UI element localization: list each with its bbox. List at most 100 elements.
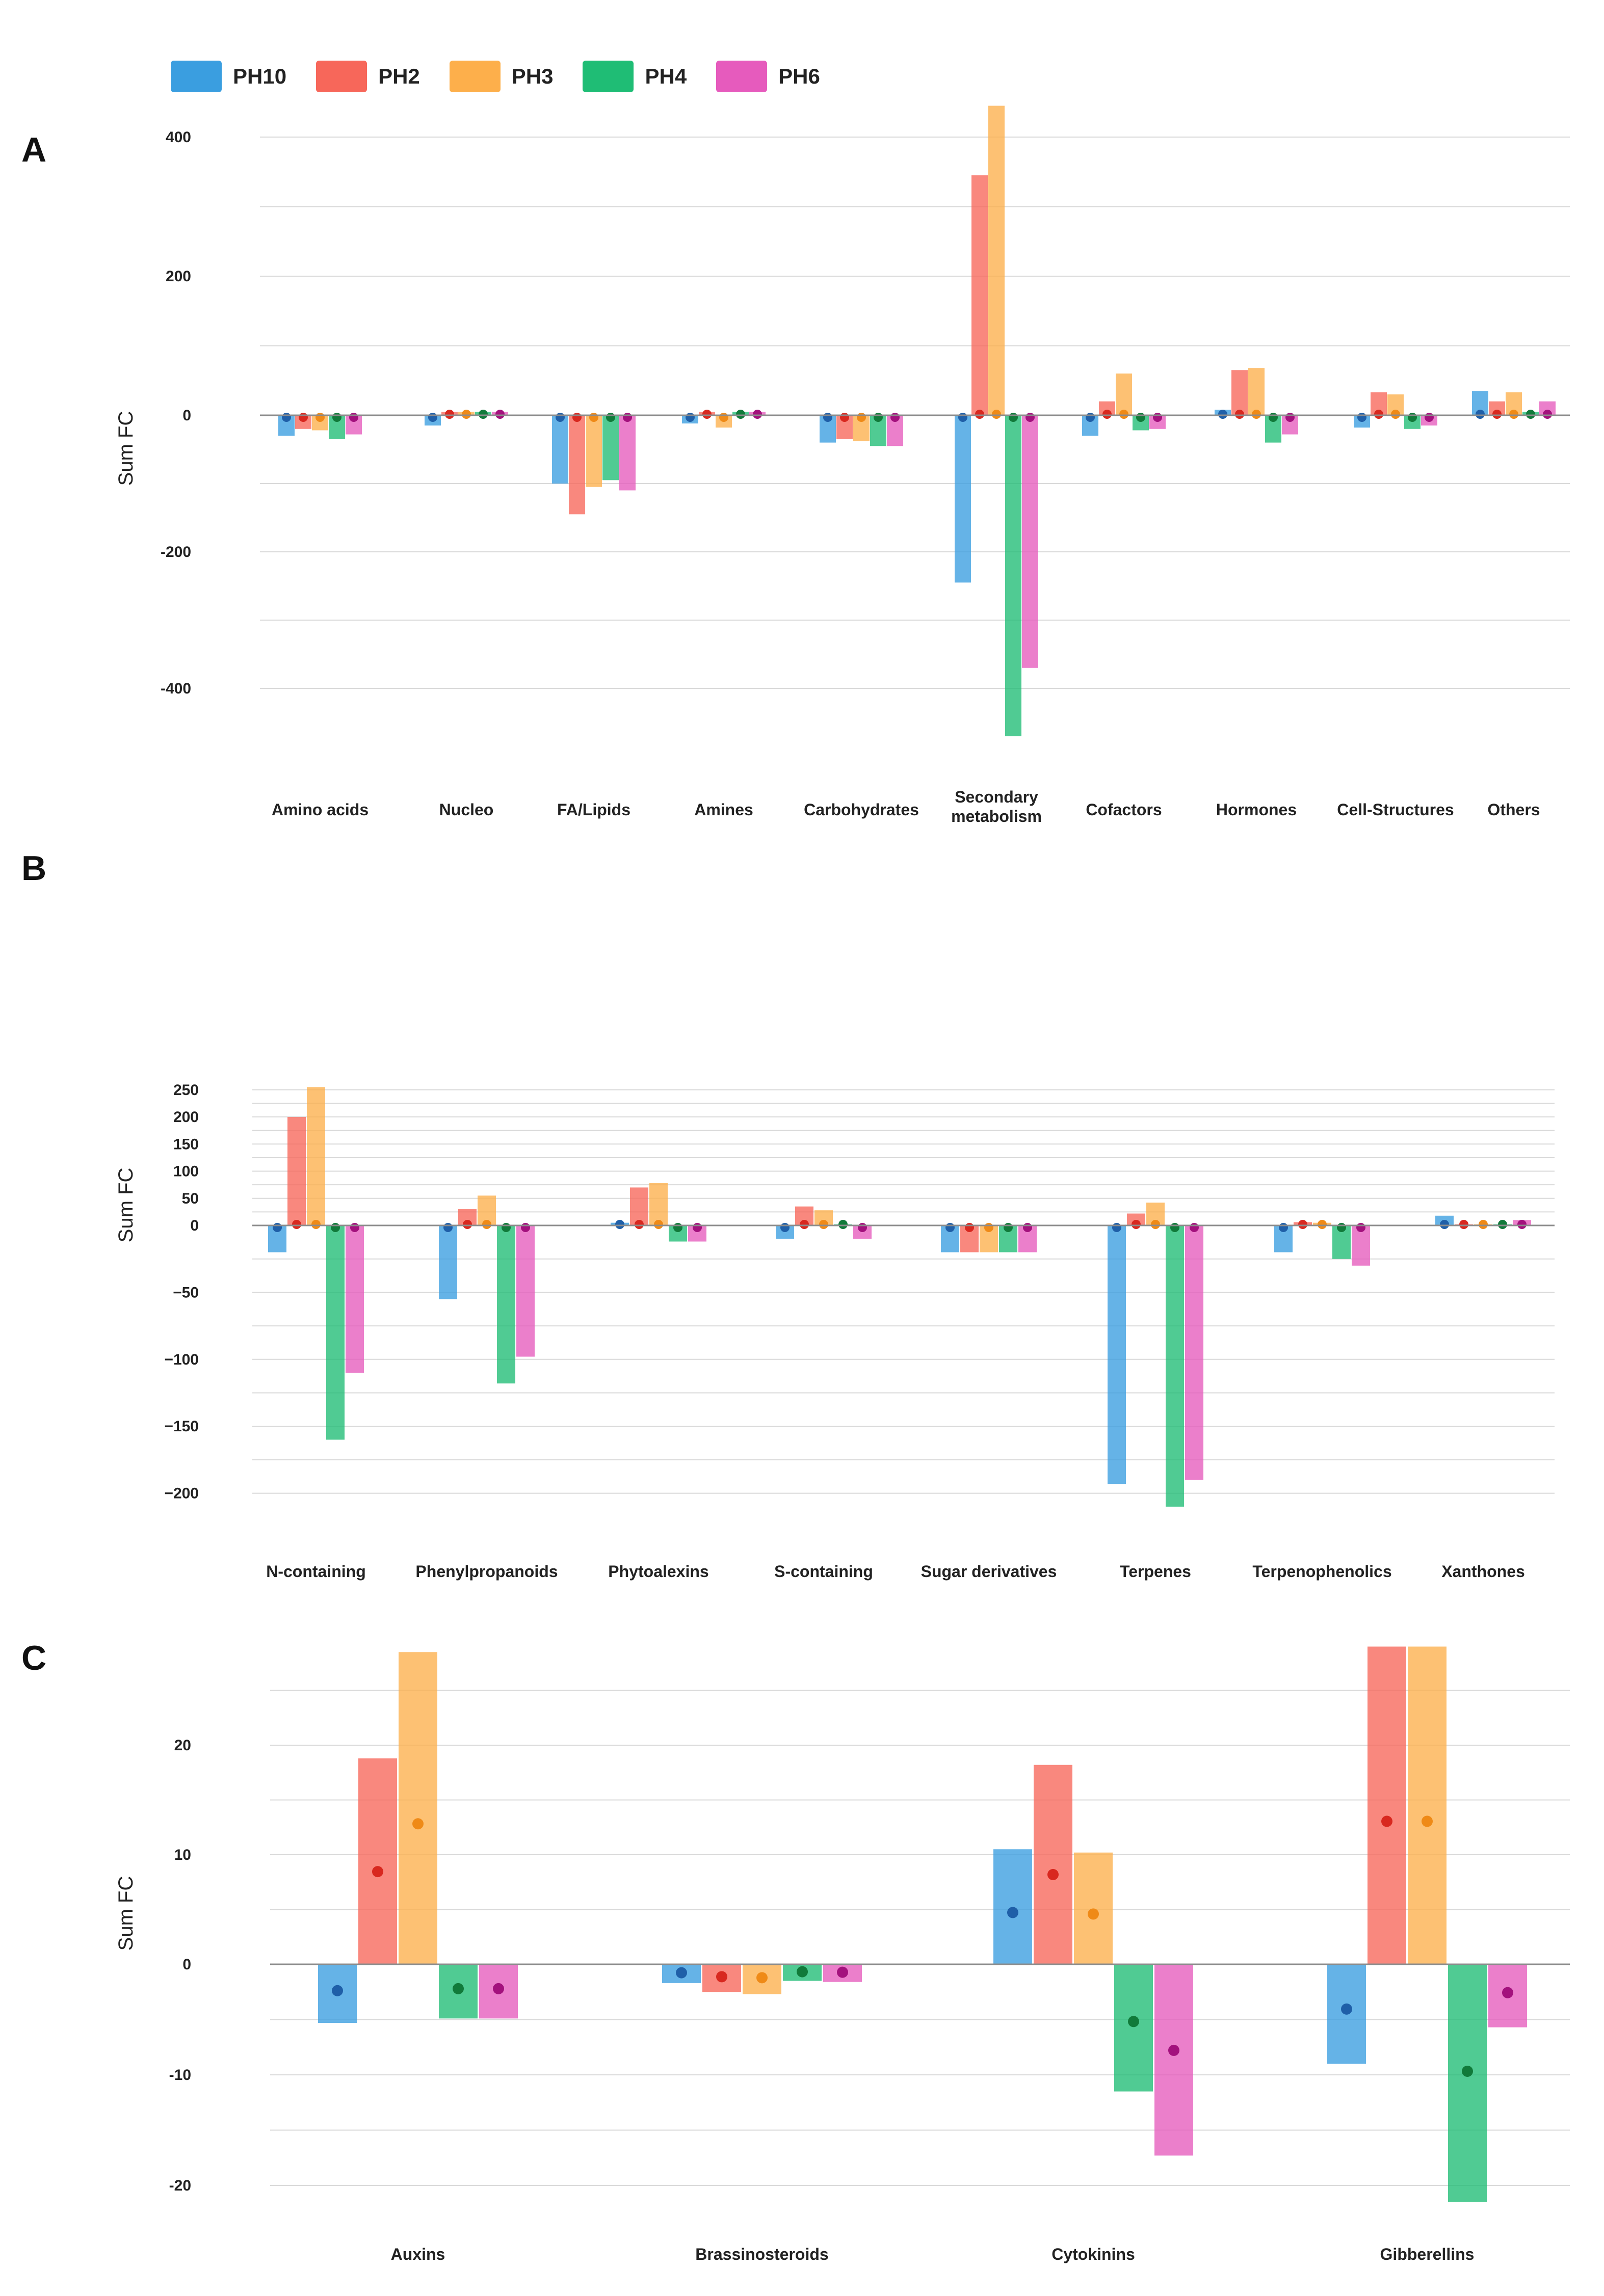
legend-item-ph4[interactable]: PH4 xyxy=(583,61,687,92)
bar-terpenes-ph4[interactable] xyxy=(1166,1225,1184,1507)
category-group-others xyxy=(1472,391,1556,419)
bar-hormones-ph3[interactable] xyxy=(1248,368,1265,415)
bar-gibberellins-ph2[interactable] xyxy=(1368,1646,1406,1965)
category-label-gibberellins: Gibberellins xyxy=(1380,2245,1475,2263)
marker-nucleo-ph3 xyxy=(462,410,471,419)
marker-phytoalexins-ph3 xyxy=(654,1220,663,1229)
bar-cofactors-ph3[interactable] xyxy=(1116,373,1132,415)
marker-others-ph10 xyxy=(1476,410,1485,419)
legend-item-ph2[interactable]: PH2 xyxy=(316,61,420,92)
bar-n-containing-ph2[interactable] xyxy=(287,1117,306,1225)
chart-panel-b: 250 200 150 100 50 0 −50 −100 −150 −200 Sum FC N-co… xyxy=(115,1082,1555,1581)
category-group-phytoalexins xyxy=(611,1183,706,1242)
y-tick-label: -10 xyxy=(169,2067,191,2084)
bar-hormones-ph2[interactable] xyxy=(1231,370,1248,415)
bar-secondary-metabolism-ph10[interactable] xyxy=(955,415,971,583)
marker-hormones-ph3 xyxy=(1252,410,1261,419)
bar-terpenes-ph2[interactable] xyxy=(1127,1213,1145,1225)
bar-fa-lipids-ph4[interactable] xyxy=(602,415,619,480)
bar-cytokinins-ph4[interactable] xyxy=(1114,1964,1153,2092)
marker-n-containing-ph6 xyxy=(350,1223,359,1232)
bar-secondary-metabolism-ph3[interactable] xyxy=(988,105,1005,415)
marker-brassinosteroids-ph4 xyxy=(797,1966,808,1978)
marker-amino-acids-ph6 xyxy=(349,413,358,422)
bar-fa-lipids-ph6[interactable] xyxy=(619,415,636,491)
marker-phenylpropanoids-ph3 xyxy=(482,1220,491,1229)
category-group-fa-lipids xyxy=(552,413,636,515)
marker-cytokinins-ph2 xyxy=(1047,1868,1059,1880)
bar-n-containing-ph4[interactable] xyxy=(326,1225,345,1440)
category-label-cytokinins: Cytokinins xyxy=(1051,2245,1135,2263)
marker-amino-acids-ph10 xyxy=(282,413,291,422)
bar-secondary-metabolism-ph6[interactable] xyxy=(1022,415,1038,668)
marker-phytoalexins-ph10 xyxy=(615,1220,624,1229)
marker-hormones-ph2 xyxy=(1235,410,1244,419)
legend: PH10 PH2 PH3 PH4 PH6 xyxy=(171,59,850,94)
bar-terpenes-ph10[interactable] xyxy=(1108,1225,1126,1484)
legend-item-ph6[interactable]: PH6 xyxy=(716,61,820,92)
marker-sugar-derivatives-ph2 xyxy=(965,1223,974,1232)
marker-sugar-derivatives-ph4 xyxy=(1004,1223,1013,1232)
bar-secondary-metabolism-ph4[interactable] xyxy=(1005,415,1021,736)
category-label-phenylpropanoids: Phenylpropanoids xyxy=(415,1562,558,1581)
category-label-s-containing: S-containing xyxy=(774,1562,873,1581)
category-group-cofactors xyxy=(1082,373,1166,436)
marker-cofactors-ph2 xyxy=(1102,410,1112,419)
panel-letter-c: C xyxy=(21,1639,47,1677)
marker-auxins-ph6 xyxy=(493,1983,504,1994)
marker-terpenophenolics-ph4 xyxy=(1337,1223,1346,1232)
category-label-secondary-metabolism: Secondary xyxy=(955,788,1038,806)
marker-brassinosteroids-ph10 xyxy=(676,1967,687,1979)
marker-others-ph6 xyxy=(1543,410,1552,419)
marker-amines-ph4 xyxy=(736,410,745,419)
bar-cytokinins-ph6[interactable] xyxy=(1154,1964,1193,2156)
category-group-amino-acids xyxy=(278,413,362,439)
bar-cytokinins-ph2[interactable] xyxy=(1034,1765,1072,1964)
bar-fa-lipids-ph3[interactable] xyxy=(586,415,602,487)
marker-cytokinins-ph6 xyxy=(1168,2044,1179,2056)
marker-phenylpropanoids-ph10 xyxy=(443,1223,453,1232)
bar-gibberellins-ph3[interactable] xyxy=(1408,1646,1447,1965)
marker-amines-ph3 xyxy=(719,413,728,422)
bar-secondary-metabolism-ph2[interactable] xyxy=(971,175,988,415)
category-group-carbohydrates xyxy=(820,413,903,446)
marker-brassinosteroids-ph3 xyxy=(756,1972,768,1984)
bar-phenylpropanoids-ph10[interactable] xyxy=(439,1225,457,1299)
marker-fa-lipids-ph4 xyxy=(606,413,615,422)
bar-n-containing-ph6[interactable] xyxy=(346,1225,364,1373)
bar-n-containing-ph3[interactable] xyxy=(307,1087,325,1225)
marker-terpenophenolics-ph2 xyxy=(1298,1220,1307,1229)
bar-fa-lipids-ph2[interactable] xyxy=(569,415,585,515)
bar-gibberellins-ph4[interactable] xyxy=(1448,1964,1487,2202)
legend-item-ph10[interactable]: PH10 xyxy=(171,61,286,92)
bar-phenylpropanoids-ph4[interactable] xyxy=(497,1225,515,1384)
marker-phenylpropanoids-ph2 xyxy=(463,1220,472,1229)
marker-cell-structures-ph2 xyxy=(1374,410,1383,419)
bar-auxins-ph3[interactable] xyxy=(399,1652,437,1964)
category-label-nucleo: Nucleo xyxy=(439,800,494,819)
bar-fa-lipids-ph10[interactable] xyxy=(552,415,568,484)
bar-cytokinins-ph10[interactable] xyxy=(993,1849,1032,1964)
legend-item-ph3[interactable]: PH3 xyxy=(449,61,553,92)
category-label-fa-lipids: FA/Lipids xyxy=(557,800,630,819)
bar-terpenophenolics-ph6[interactable] xyxy=(1352,1225,1370,1266)
bar-terpenes-ph6[interactable] xyxy=(1185,1225,1203,1480)
y-axis-title: Sum FC xyxy=(115,1876,137,1951)
bar-phytoalexins-ph3[interactable] xyxy=(649,1183,668,1225)
bar-phytoalexins-ph2[interactable] xyxy=(630,1187,648,1225)
marker-terpenophenolics-ph3 xyxy=(1318,1220,1327,1229)
y-tick-label: 20 xyxy=(174,1737,191,1754)
y-tick-label: -20 xyxy=(169,2177,191,2194)
bar-phenylpropanoids-ph6[interactable] xyxy=(516,1225,535,1357)
marker-amines-ph10 xyxy=(686,413,695,422)
category-label-secondary-metabolism: metabolism xyxy=(951,807,1042,825)
marker-phenylpropanoids-ph6 xyxy=(521,1223,530,1232)
category-group-secondary-metabolism xyxy=(955,105,1038,736)
marker-auxins-ph2 xyxy=(372,1866,383,1878)
bar-auxins-ph2[interactable] xyxy=(358,1758,397,1964)
y-tick-label: 200 xyxy=(166,268,191,285)
marker-xanthones-ph2 xyxy=(1459,1220,1468,1229)
marker-phenylpropanoids-ph4 xyxy=(502,1223,511,1232)
category-group-terpenes xyxy=(1108,1203,1203,1507)
category-group-sugar-derivatives xyxy=(941,1223,1037,1252)
